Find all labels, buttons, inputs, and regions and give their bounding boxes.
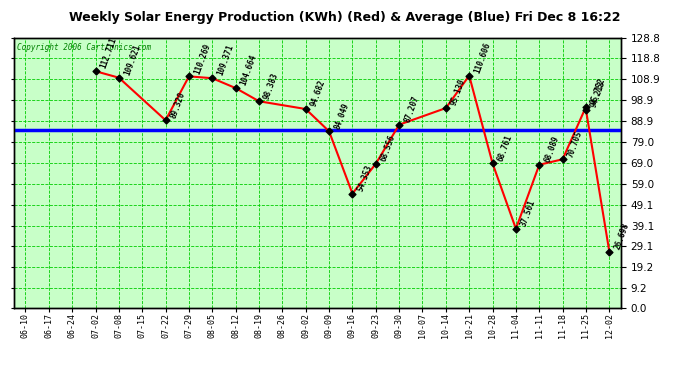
Text: 68.556: 68.556 [380, 134, 397, 163]
Point [440, 105, 451, 111]
Point [487, 160, 498, 166]
Text: 109.621: 109.621 [122, 43, 142, 76]
Text: 68.089: 68.089 [543, 135, 561, 164]
Point [580, 107, 591, 113]
Point [253, 98, 264, 104]
Point [324, 128, 335, 134]
Text: 54.353: 54.353 [356, 164, 374, 192]
Point [604, 249, 615, 255]
Text: 70.705: 70.705 [566, 129, 584, 158]
Point [534, 162, 545, 168]
Point [580, 104, 591, 110]
Text: 26.698: 26.698 [613, 221, 631, 251]
Text: 104.664: 104.664 [239, 54, 259, 87]
Point [230, 85, 241, 91]
Text: Weekly Solar Energy Production (KWh) (Red) & Average (Blue) Fri Dec 8 16:22: Weekly Solar Energy Production (KWh) (Re… [69, 11, 621, 24]
Point [113, 75, 124, 81]
Point [371, 161, 382, 167]
Point [393, 122, 404, 128]
Point [160, 117, 171, 123]
Point [90, 68, 101, 74]
Text: 84.049: 84.049 [333, 101, 351, 130]
Text: 37.561: 37.561 [520, 198, 538, 228]
Text: 68.761: 68.761 [496, 133, 514, 162]
Point [207, 75, 218, 81]
Point [347, 190, 358, 196]
Point [511, 226, 522, 232]
Point [464, 73, 475, 79]
Point [184, 74, 195, 80]
Text: 110.269: 110.269 [193, 42, 212, 75]
Text: 98.383: 98.383 [262, 71, 280, 100]
Text: 110.606: 110.606 [473, 41, 492, 75]
Text: 94.682: 94.682 [309, 79, 327, 108]
Text: 89.320: 89.320 [169, 90, 187, 119]
Point [300, 106, 311, 112]
Text: 112.711: 112.711 [99, 37, 119, 70]
Text: 94.213: 94.213 [589, 80, 607, 109]
Text: Copyright 2006 Cartronics.com: Copyright 2006 Cartronics.com [17, 43, 151, 52]
Text: 95.130: 95.130 [449, 78, 467, 107]
Text: 87.207: 87.207 [403, 94, 421, 124]
Text: 109.371: 109.371 [216, 44, 235, 77]
Point [557, 156, 568, 162]
Text: 95.752: 95.752 [589, 76, 607, 106]
